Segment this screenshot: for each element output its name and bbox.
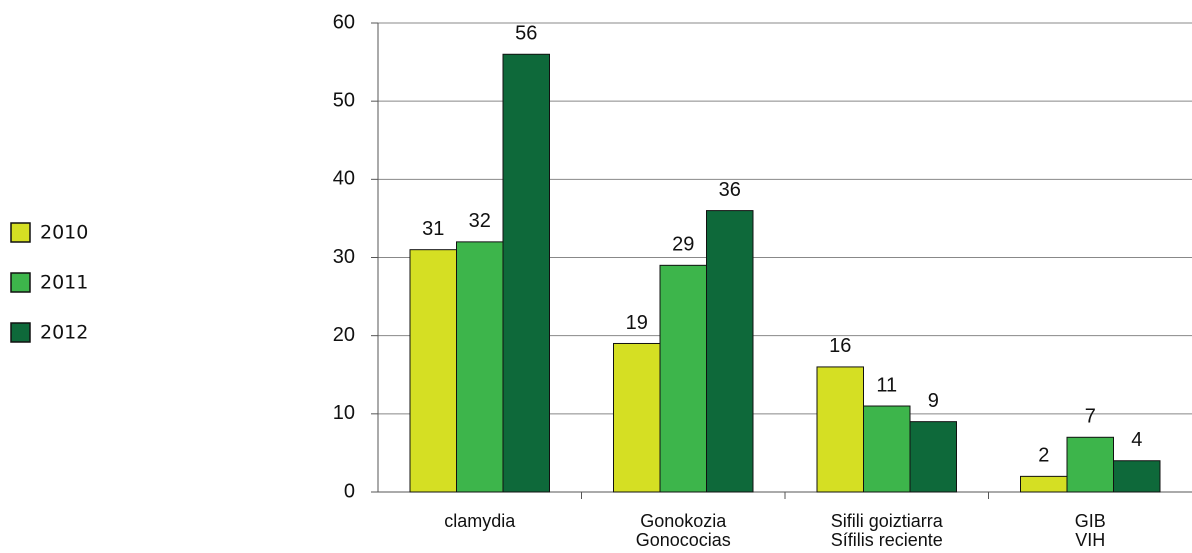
bar: [1066, 436, 1114, 493]
x-tick-label: Sifili goiztiarra Sífilis reciente: [830, 511, 943, 550]
legend-label: 2011: [40, 272, 88, 294]
value-label: 7: [1085, 406, 1096, 428]
x-tick-label: clamydia: [444, 511, 516, 531]
bar: [659, 264, 707, 493]
x-tick-label: Gonokozia Gonococias: [635, 511, 731, 550]
y-tick-label: 0: [344, 480, 355, 502]
value-label: 31: [422, 218, 444, 240]
bar: [706, 210, 754, 493]
value-label: 16: [829, 335, 851, 357]
bar: [456, 241, 504, 493]
value-label: 36: [719, 179, 741, 201]
bar: [409, 249, 457, 493]
y-tick-label: 50: [333, 89, 355, 111]
y-tick-label: 60: [333, 11, 355, 33]
value-label: 2: [1038, 445, 1049, 467]
bar: [613, 342, 661, 493]
bar: [863, 405, 911, 493]
value-label: 11: [876, 374, 897, 396]
value-label: 32: [469, 210, 491, 232]
legend-swatch: [10, 222, 31, 243]
value-label: 29: [672, 234, 694, 256]
value-label: 19: [626, 312, 648, 334]
bar: [1113, 460, 1161, 493]
legend-label: 2010: [40, 222, 88, 244]
x-tick-label: GIB VIH: [1074, 511, 1106, 550]
value-label: 56: [515, 23, 537, 45]
legend-label: 2012: [40, 322, 88, 344]
bar: [816, 366, 864, 493]
bar: [909, 421, 957, 493]
value-label: 4: [1131, 429, 1142, 451]
value-label: 9: [928, 390, 939, 412]
y-tick-label: 20: [333, 324, 355, 346]
legend-swatch: [10, 322, 31, 343]
legend-swatch: [10, 272, 31, 293]
y-tick-label: 30: [333, 246, 355, 268]
bar: [1020, 475, 1068, 493]
y-tick-label: 40: [333, 168, 355, 190]
bar: [502, 53, 550, 493]
y-tick-label: 10: [333, 402, 355, 424]
